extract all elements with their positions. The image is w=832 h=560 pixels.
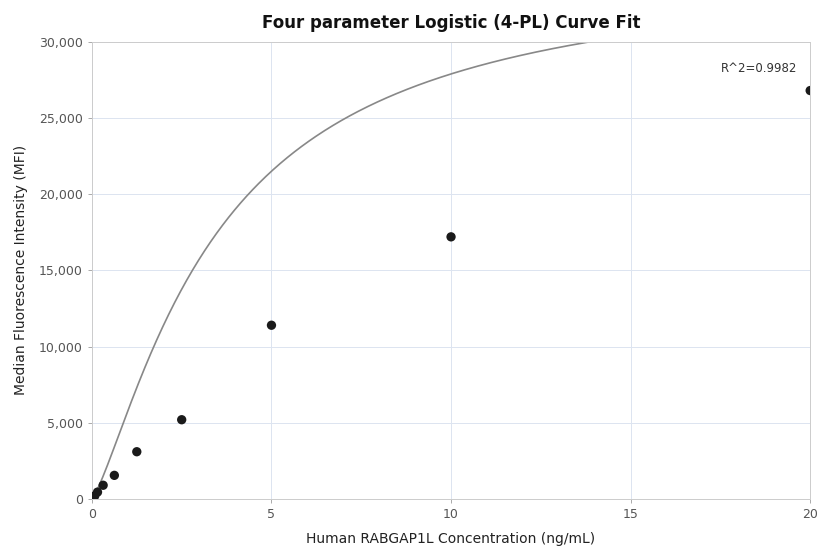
Point [97,481,110,490]
Point [91,488,104,497]
Point [107,471,121,480]
Text: R^2=0.9982: R^2=0.9982 [721,62,797,75]
Point [175,416,188,424]
Point [130,447,143,456]
Y-axis label: Median Fluorescence Intensity (MFI): Median Fluorescence Intensity (MFI) [14,145,28,395]
X-axis label: Human RABGAP1L Concentration (ng/mL): Human RABGAP1L Concentration (ng/mL) [306,532,596,546]
Point [804,86,817,95]
Point [444,232,458,241]
Point [265,321,278,330]
Point [88,492,102,501]
Title: Four parameter Logistic (4-PL) Curve Fit: Four parameter Logistic (4-PL) Curve Fit [262,14,641,32]
